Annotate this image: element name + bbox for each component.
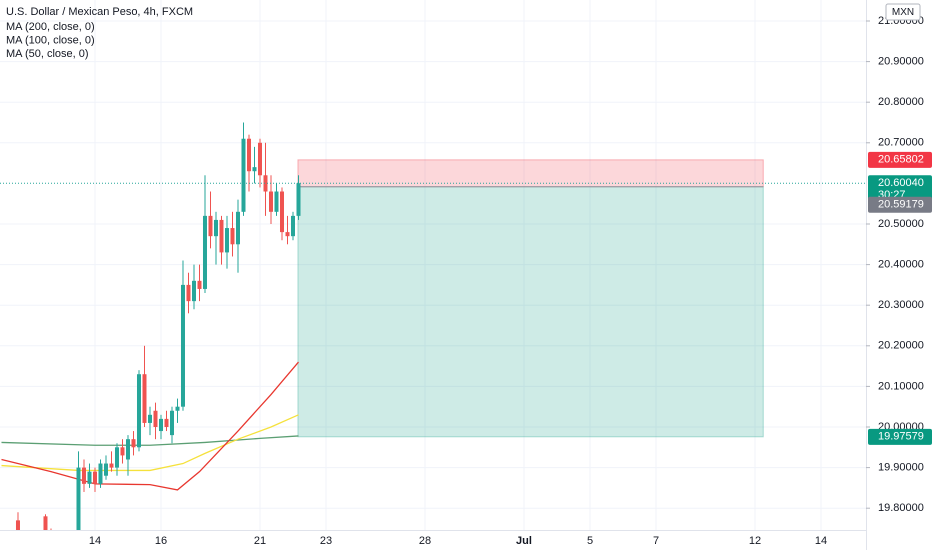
grid [0, 0, 866, 530]
candle-body [263, 175, 268, 192]
candle-body [125, 439, 130, 460]
candle-body [219, 219, 224, 253]
target-zone [297, 186, 764, 438]
candle-body [279, 191, 284, 233]
candle-body [224, 228, 229, 253]
candle-body [120, 447, 125, 456]
candle-body [257, 142, 262, 176]
candle-body [241, 138, 246, 212]
candle-body [87, 471, 92, 484]
candle-body [230, 228, 235, 245]
candle-body [197, 280, 202, 289]
candle-body [92, 471, 97, 484]
y-tick-label: 20.40000 [878, 259, 924, 271]
candle-body [268, 191, 273, 212]
entry-price-label-box [868, 196, 932, 213]
candle-body [103, 463, 108, 476]
entry-price-label: 20.59179 [878, 199, 924, 211]
last-price-label-box [868, 175, 932, 202]
candle-body [290, 215, 295, 237]
legend-entry: MA (50, close, 0) [6, 48, 89, 60]
candle-body [153, 410, 158, 427]
candle-body [142, 374, 147, 423]
candle-body [98, 463, 103, 484]
candle-body [213, 219, 218, 237]
ma-line [1, 435, 299, 446]
last-price-label: 20.60040 [878, 177, 924, 189]
x-tick-label: 14 [815, 535, 827, 547]
candle-body [252, 167, 257, 172]
ma-line [1, 361, 299, 491]
y-tick-label: 20.30000 [878, 299, 924, 311]
x-tick-label: 7 [653, 535, 659, 547]
axes: 19.8000019.9000020.0000020.1000020.20000… [89, 15, 924, 547]
x-tick-label: Jul [516, 535, 532, 547]
candle-body [164, 418, 169, 427]
candle-body [285, 232, 290, 237]
candle-body [191, 280, 196, 302]
target-price-label: 19.97579 [878, 431, 924, 443]
currency-box[interactable] [885, 3, 921, 21]
legend-entry: MA (200, close, 0) [6, 21, 95, 33]
plot-area [0, 122, 866, 530]
candle-body [136, 374, 141, 448]
target-price-label-box [868, 428, 932, 445]
ma-line [1, 414, 299, 472]
y-tick-label: 19.80000 [878, 502, 924, 514]
candle-body [109, 463, 114, 468]
legend-entry: MA (100, close, 0) [6, 34, 95, 46]
y-tick-label: 20.80000 [878, 96, 924, 108]
candle-body [180, 284, 185, 407]
stop-zone [297, 159, 764, 188]
candle-body [235, 211, 240, 245]
y-tick-label: 20.10000 [878, 380, 924, 392]
candle-body [76, 467, 81, 530]
candle-body [169, 410, 174, 436]
candle-body [131, 439, 136, 448]
y-tick-label: 20.20000 [878, 340, 924, 352]
candle-body [114, 447, 119, 468]
chart-title: U.S. Dollar / Mexican Peso, 4h, FXCM [6, 6, 193, 18]
x-tick-label: 21 [254, 535, 266, 547]
stop-price-label: 20.65802 [878, 154, 924, 166]
y-tick-label: 19.90000 [878, 462, 924, 474]
x-tick-label: 5 [587, 535, 593, 547]
y-tick-label: 20.50000 [878, 218, 924, 230]
x-tick-label: 16 [155, 535, 167, 547]
candle-body [296, 183, 301, 216]
candle-body [158, 418, 163, 432]
candle-body [274, 191, 279, 212]
currency[interactable]: MXN [892, 7, 914, 18]
y-tick-label: 20.90000 [878, 55, 924, 67]
x-tick-label: 23 [320, 535, 332, 547]
candle-body [43, 516, 48, 530]
candle-body [147, 414, 152, 423]
x-tick-label: 14 [89, 535, 101, 547]
candle-body [81, 467, 86, 484]
candle-body [202, 215, 207, 289]
candle-body [15, 520, 20, 530]
candle-body [246, 138, 251, 172]
candle-body [175, 406, 180, 411]
stop-price-label-box [868, 151, 932, 168]
candle-body [186, 284, 191, 302]
candle-body [208, 215, 213, 237]
x-tick-label: 12 [749, 535, 761, 547]
x-tick-label: 28 [419, 535, 431, 547]
y-tick-label: 20.70000 [878, 137, 924, 149]
